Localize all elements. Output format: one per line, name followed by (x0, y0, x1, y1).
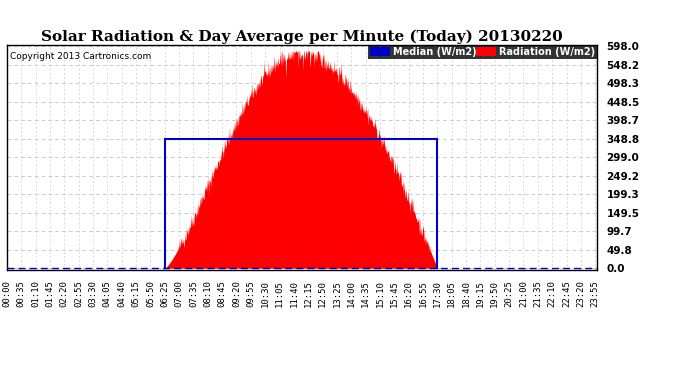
Legend: Median (W/m2), Radiation (W/m2): Median (W/m2), Radiation (W/m2) (368, 45, 597, 59)
Text: Copyright 2013 Cartronics.com: Copyright 2013 Cartronics.com (10, 52, 151, 61)
Title: Solar Radiation & Day Average per Minute (Today) 20130220: Solar Radiation & Day Average per Minute… (41, 30, 563, 44)
